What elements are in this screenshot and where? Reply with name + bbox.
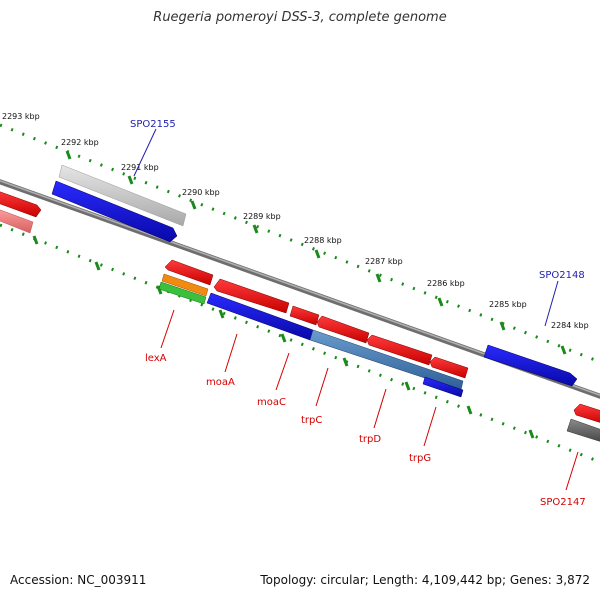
scale-labels: 2293 kbp 2292 kbp 2291 kbp 2290 kbp 2289… (2, 112, 589, 330)
feature-spo2148[interactable] (483, 344, 578, 387)
leader-line (275, 352, 290, 391)
inner-tick (280, 333, 287, 343)
scale-label: 2287 kbp (365, 257, 403, 266)
leader-line (373, 388, 387, 429)
inner-tick-track (0, 223, 600, 464)
scale-tick (252, 224, 259, 234)
gene-label-lexa[interactable]: lexA (145, 353, 167, 364)
feature-green[interactable] (158, 281, 207, 305)
feature-lexa[interactable] (164, 259, 214, 286)
scale-label: 2290 kbp (182, 188, 220, 197)
leader-line (423, 406, 437, 447)
scale-label: 2291 kbp (121, 163, 159, 172)
gene-leader-lines (133, 128, 579, 491)
scale-tick (314, 249, 321, 259)
inner-tick (404, 381, 411, 391)
scale-label: 2284 kbp (551, 321, 589, 330)
scale-tick (437, 297, 444, 307)
scale-label: 2293 kbp (2, 112, 40, 121)
inner-tick (218, 309, 225, 319)
feature-trpc[interactable] (316, 315, 370, 344)
scale-tick (127, 175, 134, 185)
scale-tick (499, 321, 506, 331)
feature-left-pink[interactable] (0, 208, 34, 234)
gene-label-spo2147[interactable]: SPO2147 (540, 497, 586, 508)
inner-tick (32, 235, 39, 245)
leader-line (160, 309, 175, 349)
feature-spo2147-gray[interactable] (566, 418, 600, 443)
gene-label-moac[interactable]: moaC (257, 397, 286, 408)
accession-label: Accession: NC_003911 (10, 573, 147, 587)
inner-major-ticks (32, 235, 535, 439)
map-title: Ruegeria pomeroyi DSS-3, complete genome (153, 10, 447, 25)
gene-labels: SPO2155 SPO2148 lexA moaA moaC trpC trpD… (130, 119, 586, 508)
scale-major-ticks (65, 150, 567, 355)
gene-label-trpg[interactable]: trpG (409, 453, 431, 464)
feature-spo2155-gray[interactable] (58, 164, 187, 227)
genome-summary: Topology: circular; Length: 4,109,442 bp… (260, 573, 590, 587)
inner-tick (342, 357, 349, 367)
leader-line (315, 367, 329, 407)
feature-left-red[interactable] (0, 190, 42, 218)
feature-trpg-blue[interactable] (422, 376, 464, 398)
feature-moaa[interactable] (213, 278, 290, 314)
feature-trpg[interactable] (429, 356, 469, 379)
feature-moac[interactable] (289, 305, 320, 326)
feature-trpd[interactable] (366, 334, 433, 366)
leader-line (565, 451, 579, 491)
scale-label: 2286 kbp (427, 279, 465, 288)
inner-tick (94, 261, 101, 271)
gene-label-moaa[interactable]: moaA (206, 377, 235, 388)
scale-tick (560, 345, 567, 355)
scale-label: 2292 kbp (61, 138, 99, 147)
inner-tick (156, 285, 163, 295)
inner-tick (528, 429, 535, 439)
scale-tick (65, 150, 72, 160)
feature-spo2147[interactable] (573, 403, 600, 424)
scale-label: 2289 kbp (243, 212, 281, 221)
scale-tick (375, 273, 382, 283)
gene-label-spo2155[interactable]: SPO2155 (130, 119, 176, 130)
inner-tick (466, 405, 473, 415)
scale-label: 2285 kbp (489, 300, 527, 309)
gene-label-spo2148[interactable]: SPO2148 (539, 270, 585, 281)
scale-label: 2288 kbp (304, 236, 342, 245)
leader-line (224, 333, 238, 373)
feature-spo2155[interactable] (51, 180, 178, 243)
gene-label-trpc[interactable]: trpC (301, 415, 322, 426)
leader-line (544, 280, 559, 327)
feature-orange[interactable] (161, 273, 209, 297)
gene-label-trpd[interactable]: trpD (359, 434, 381, 445)
scale-tick (190, 200, 197, 210)
leader-line (133, 128, 157, 177)
